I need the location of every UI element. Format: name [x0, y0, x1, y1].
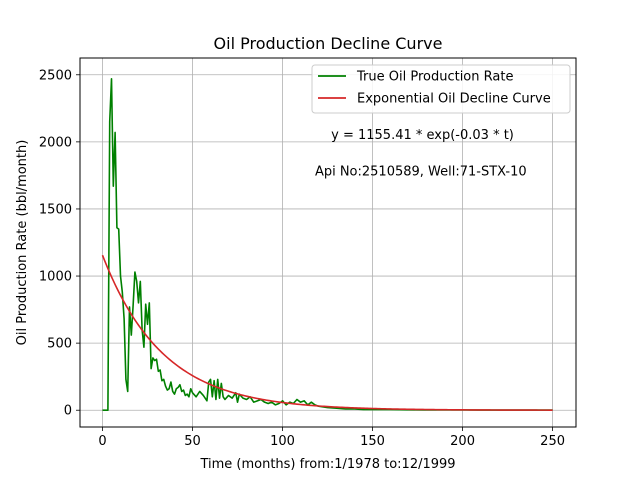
x-tick-label: 0	[98, 434, 106, 449]
true-production-line	[102, 78, 553, 412]
grid-lines	[80, 58, 576, 427]
y-axis-label: Oil Production Rate (bbl/month)	[15, 140, 30, 346]
x-tick-label: 200	[450, 434, 475, 449]
axes-frame	[79, 57, 577, 428]
y-tick-label: 1500	[39, 202, 72, 217]
legend-box	[311, 64, 571, 114]
y-tick-label: 2000	[39, 135, 72, 150]
x-tick-label: 50	[184, 434, 201, 449]
chart-title: Oil Production Decline Curve	[214, 34, 443, 53]
x-tick-label: 150	[360, 434, 385, 449]
annotations: y = 1155.41 * exp(-0.03 * t) Api No:25105…	[315, 128, 527, 179]
y-tick-label: 500	[47, 337, 72, 352]
x-tick-label: 100	[270, 434, 295, 449]
y-tick-label: 1000	[39, 270, 72, 285]
data-series	[101, 78, 553, 412]
legend-entry-label: True Oil Production Rate	[356, 70, 513, 85]
y-tick-label: 2500	[39, 68, 72, 83]
legend-entry-label: Exponential Oil Decline Curve	[357, 92, 551, 107]
legend: True Oil Production Rate Exponential Oil …	[311, 64, 571, 114]
annotation-text: Api No:2510589, Well:71-STX-10	[315, 164, 527, 179]
annotation-text: y = 1155.41 * exp(-0.03 * t)	[331, 128, 514, 143]
x-axis-label: Time (months) from:1/1978 to:12/1999	[199, 457, 455, 472]
y-tick-label: 0	[64, 404, 72, 419]
exponential-decline-line	[101, 254, 553, 411]
x-tick-label: 250	[540, 434, 565, 449]
